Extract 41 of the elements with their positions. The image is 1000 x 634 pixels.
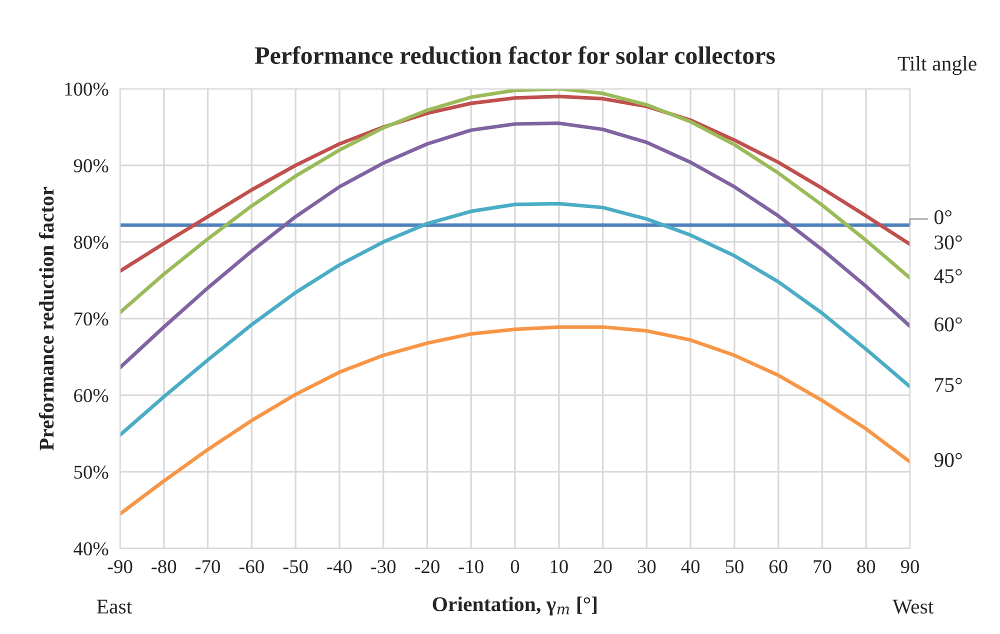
y-tick-label: 50% <box>74 466 108 479</box>
y-tick-label: 70% <box>74 312 108 326</box>
x-tick-label: -20 <box>414 560 440 574</box>
line-series <box>120 202 910 437</box>
x-tick-label: 70 <box>814 560 832 574</box>
series-label: 30° <box>934 235 962 250</box>
x-tick-label: -80 <box>152 560 176 574</box>
x-tick-label: -90 <box>108 560 132 574</box>
line-series <box>120 121 910 370</box>
series-label: 90° <box>934 453 962 468</box>
x-tick-label: 90 <box>900 560 919 574</box>
x-tick-label: 0 <box>510 560 520 574</box>
x-tick-label: -30 <box>371 560 396 574</box>
line-series <box>120 325 910 516</box>
y-tick-label: 60% <box>74 389 108 402</box>
y-tick-label: 80% <box>74 236 108 249</box>
series-label: 45° <box>934 269 962 284</box>
text: East <box>96 600 132 614</box>
x-tick-label: 50 <box>726 560 744 574</box>
x-tick-label: -10 <box>458 560 484 574</box>
x-tick-label: 10 <box>550 560 568 574</box>
x-tick-label: 40 <box>681 560 700 574</box>
x-tick-label: 30 <box>638 560 656 574</box>
text: West <box>892 600 934 614</box>
x-tick-label: 20 <box>594 560 612 574</box>
legend-title: Tilt angle <box>898 56 976 75</box>
x-tick-label: 80 <box>857 560 876 574</box>
y-tick-label: 100% <box>65 82 108 96</box>
chart-title: Performance reduction factor for solar collectors <box>254 46 775 64</box>
y-axis-title: Preformance reduction factor <box>38 186 54 450</box>
x-tick-label: 60 <box>769 560 788 574</box>
y-tick-label: 90% <box>74 159 108 172</box>
x-tick-label: -50 <box>283 560 308 574</box>
series-label: 75° <box>935 378 962 392</box>
x-axis-title: Orientation, γ$_{m}$ [°] <box>432 596 597 616</box>
y-tick-label: 40% <box>74 542 108 556</box>
x-tick-label: -70 <box>196 560 220 574</box>
x-tick-label: -60 <box>239 560 264 574</box>
x-tick-label: -40 <box>327 560 352 574</box>
series-label: 0° <box>934 210 952 224</box>
series-label: 60° <box>934 317 962 332</box>
